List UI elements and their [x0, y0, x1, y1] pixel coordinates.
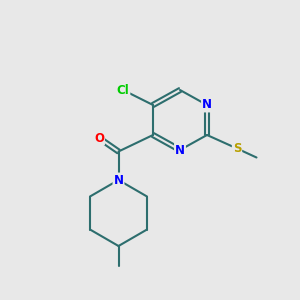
Text: O: O — [94, 131, 104, 145]
Text: S: S — [233, 142, 241, 155]
Text: N: N — [202, 98, 212, 112]
Text: N: N — [175, 143, 185, 157]
Text: Cl: Cl — [117, 83, 129, 97]
Text: N: N — [113, 173, 124, 187]
